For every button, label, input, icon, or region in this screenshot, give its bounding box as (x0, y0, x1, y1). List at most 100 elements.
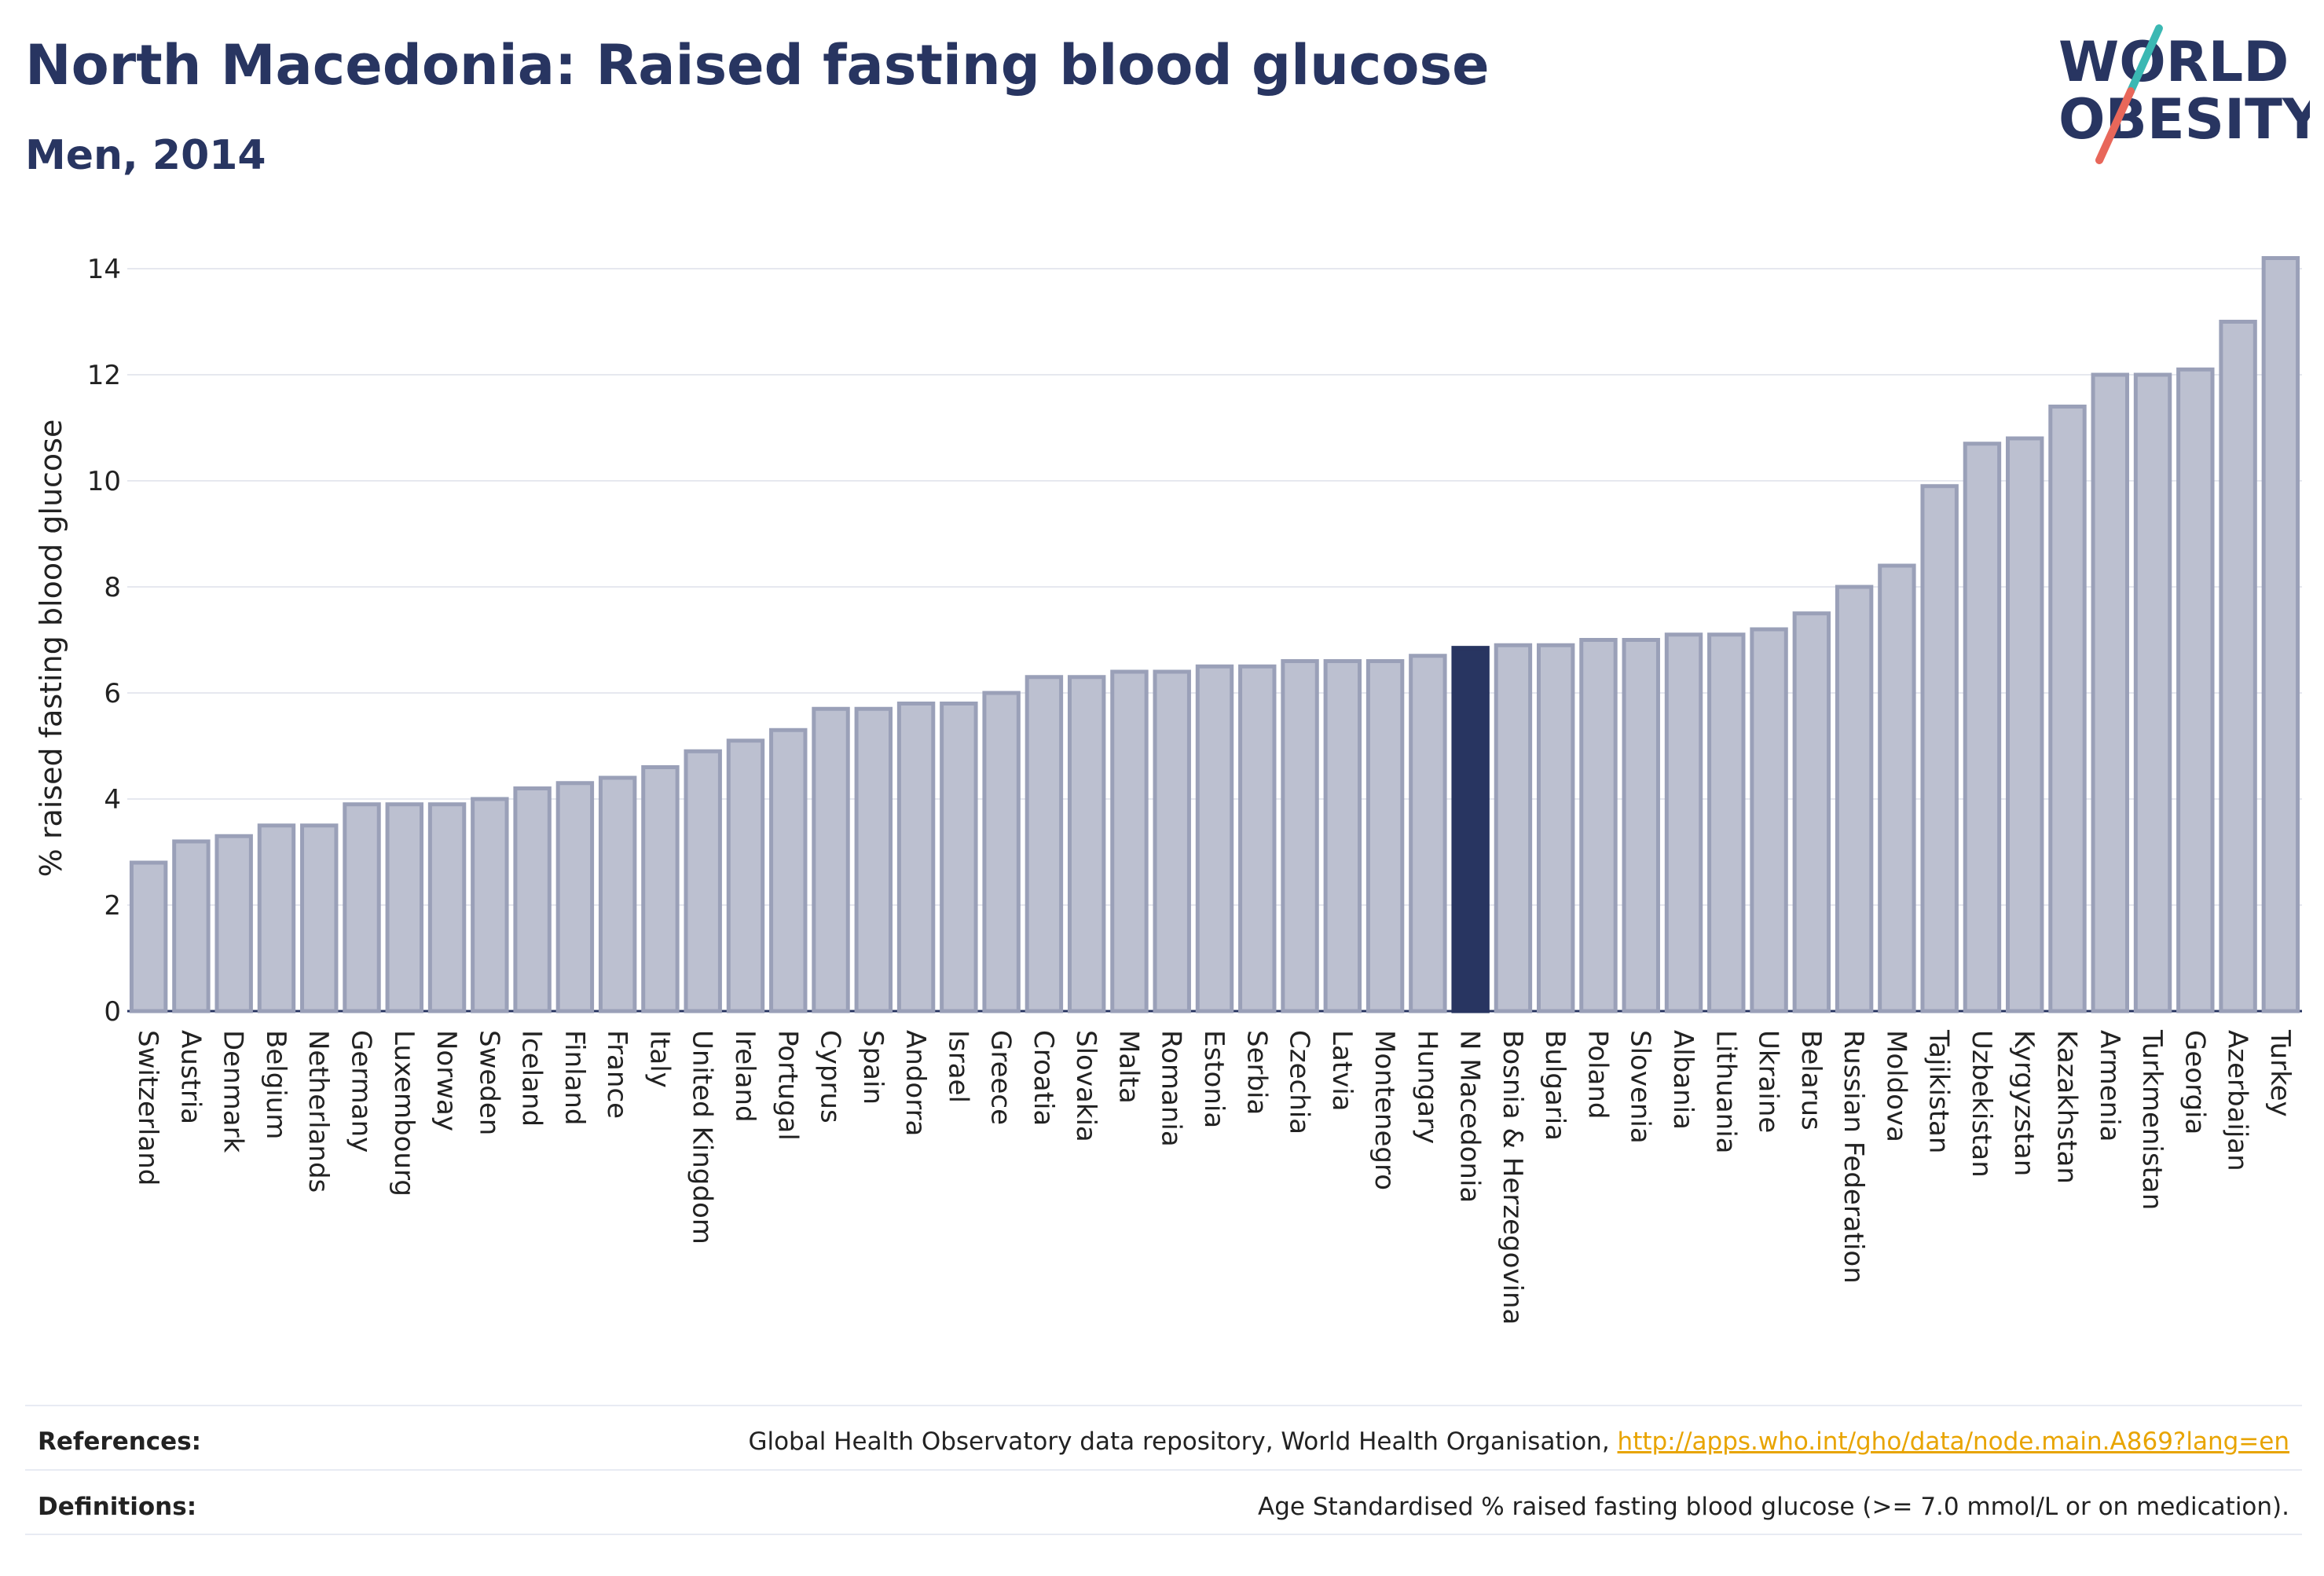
bar-tajikistan[interactable] (1920, 484, 1959, 1013)
x-tick-label: Croatia (1028, 1030, 1059, 1126)
bar-sweden[interactable] (471, 797, 509, 1013)
x-tick-label: Malta (1113, 1030, 1144, 1104)
x-tick-label: Netherlands (302, 1030, 334, 1193)
bar-israel[interactable] (940, 702, 978, 1013)
bar-switzerland[interactable] (129, 860, 168, 1013)
footer-rule-middle (25, 1469, 2302, 1471)
x-tick-label: Russian Federation (1838, 1030, 1869, 1284)
bar-denmark[interactable] (214, 834, 253, 1013)
x-tick-label: Slovenia (1625, 1030, 1656, 1144)
bar-bosnia-herzegovina[interactable] (1494, 643, 1533, 1013)
bar-germany[interactable] (343, 802, 381, 1013)
x-tick-label: Italy (643, 1030, 675, 1088)
bar-andorra[interactable] (896, 702, 936, 1013)
x-tick-label: Iceland (516, 1030, 548, 1127)
bar-ireland[interactable] (726, 739, 765, 1013)
bar-azerbaijan[interactable] (2219, 320, 2257, 1013)
x-tick-label: N Macedonia (1454, 1030, 1486, 1203)
y-tick-label: 12 (87, 360, 121, 391)
bar-austria[interactable] (172, 839, 211, 1013)
y-tick-label: 2 (104, 890, 121, 922)
x-tick-label: Serbia (1241, 1030, 1272, 1115)
bar-spain[interactable] (854, 706, 893, 1013)
bar-luxembourg[interactable] (385, 802, 423, 1013)
x-tick-label: United Kingdom (687, 1030, 718, 1244)
bar-moldova[interactable] (1878, 563, 1916, 1013)
x-tick-label: Azerbaijan (2222, 1030, 2253, 1171)
bar-netherlands[interactable] (300, 823, 339, 1013)
y-tick-label: 10 (87, 466, 121, 497)
bar-slovenia[interactable] (1622, 638, 1660, 1013)
x-tick-label: Cyprus (815, 1030, 846, 1123)
references-label: References: (38, 1428, 202, 1456)
definitions-text: Age Standardised % raised fasting blood … (1258, 1493, 2289, 1521)
footer-rule-bottom (25, 1534, 2302, 1535)
logo-line1: WORLD (2058, 30, 2289, 94)
bar-armenia[interactable] (2091, 372, 2129, 1013)
y-tick-label: 14 (87, 254, 121, 285)
bar-malta[interactable] (1110, 669, 1149, 1013)
x-tick-label: Estonia (1198, 1030, 1230, 1128)
bar-portugal[interactable] (769, 728, 808, 1013)
bar-estonia[interactable] (1195, 664, 1234, 1013)
bar-finland[interactable] (555, 781, 595, 1013)
bar-hungary[interactable] (1409, 654, 1447, 1013)
x-tick-label: Ukraine (1753, 1030, 1784, 1133)
bar-cyprus[interactable] (812, 706, 850, 1013)
references-text: Global Health Observatory data repositor… (748, 1428, 2289, 1456)
x-tick-label: Kyrgyzstan (2008, 1030, 2040, 1176)
bar-united-kingdom[interactable] (684, 749, 722, 1013)
bar-bulgaria[interactable] (1536, 643, 1575, 1013)
bar-romania[interactable] (1153, 669, 1191, 1013)
x-tick-label: Kazakhstan (2051, 1030, 2082, 1184)
logo-slash-coral (2095, 87, 2135, 164)
y-tick-label: 4 (104, 784, 121, 815)
x-tick-label: Austria (174, 1030, 206, 1124)
bar-montenegro[interactable] (1365, 659, 1405, 1013)
bar-slovakia[interactable] (1067, 675, 1106, 1013)
bar-czechia[interactable] (1281, 659, 1319, 1013)
bar-ukraine[interactable] (1750, 627, 1788, 1013)
x-tick-label: Tajikistan (1923, 1029, 1955, 1153)
bar-serbia[interactable] (1238, 664, 1277, 1013)
bar-n-macedonia[interactable] (1451, 646, 1490, 1013)
bar-georgia[interactable] (2176, 367, 2215, 1013)
bar-poland[interactable] (1579, 638, 1618, 1013)
bar-norway[interactable] (427, 802, 467, 1013)
bar-chart: 0 2 4 6 8 10 12 14 Switzerland Austria Denmark Bel… (34, 254, 2302, 1325)
chart-subtitle: Men, 2014 (25, 132, 266, 179)
bar-lithuania[interactable] (1707, 632, 1746, 1013)
x-tick-label: Luxembourg (388, 1030, 420, 1197)
bar-kazakhstan[interactable] (2048, 405, 2087, 1013)
bar-turkmenistan[interactable] (2133, 372, 2172, 1013)
x-tick-label: Israel (942, 1030, 973, 1103)
y-tick-labels: 0 2 4 6 8 10 12 14 (87, 254, 121, 1028)
x-tick-label: Belarus (1795, 1030, 1827, 1131)
x-tick-label: France (601, 1030, 632, 1119)
bar-kyrgyzstan[interactable] (2006, 436, 2044, 1013)
x-tick-label: Moldova (1880, 1030, 1912, 1142)
x-tick-label: Finland (559, 1030, 590, 1126)
bar-latvia[interactable] (1323, 659, 1362, 1013)
bar-france[interactable] (598, 775, 637, 1013)
bar-croatia[interactable] (1025, 675, 1064, 1013)
x-tick-label: Czechia (1284, 1030, 1315, 1134)
bar-greece[interactable] (982, 691, 1021, 1013)
y-axis-label: % raised fasting blood glucose (34, 420, 68, 878)
chart-title: North Macedonia: Raised fasting blood gl… (25, 33, 1490, 97)
bar-uzbekistan[interactable] (1963, 442, 2002, 1013)
bar-iceland[interactable] (513, 786, 552, 1013)
bar-turkey[interactable] (2261, 256, 2300, 1013)
bar-belgium[interactable] (257, 823, 296, 1013)
bar-belarus[interactable] (1792, 611, 1831, 1013)
y-tick-label: 8 (104, 572, 121, 603)
x-tick-labels: Switzerland Austria Denmark Belgium Netherla… (132, 1029, 2296, 1325)
bar-albania[interactable] (1664, 632, 1703, 1013)
bar-russian-federation[interactable] (1835, 585, 1874, 1013)
logo-line2: OBESITY (2058, 87, 2310, 152)
references-link[interactable]: http://apps.who.int/gho/data/node.main.A… (1617, 1428, 2289, 1456)
x-tick-label: Uzbekistan (1966, 1030, 1997, 1178)
x-tick-label: Slovakia (1070, 1030, 1102, 1142)
bar-italy[interactable] (641, 765, 680, 1013)
x-tick-label: Spain (857, 1030, 889, 1105)
